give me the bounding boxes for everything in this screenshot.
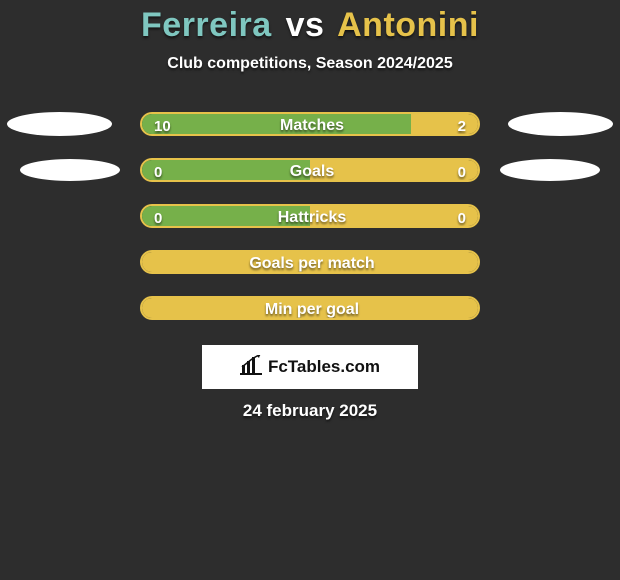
bar-segment-player2 [310, 160, 478, 180]
stat-bar: Goals per match [140, 250, 480, 274]
bar-segment-player1 [142, 114, 411, 134]
bar-segment-player2 [411, 114, 478, 134]
stat-row: Goals00 [0, 147, 620, 193]
bar-segment-player2 [142, 252, 478, 272]
title-player2: Antonini [337, 6, 479, 44]
bar-segment-player1 [142, 160, 310, 180]
stat-rows: Matches102 Goals00 Hattricks00 Goals per ma… [0, 101, 620, 331]
player2-oval [500, 159, 600, 181]
page-title: Ferreira vs Antonini [0, 0, 620, 45]
bar-segment-player2 [142, 298, 478, 318]
subtitle: Club competitions, Season 2024/2025 [0, 55, 620, 73]
stat-row: Min per goal [0, 285, 620, 331]
stat-row: Hattricks00 [0, 193, 620, 239]
logo: FcTables.com [240, 355, 380, 380]
bar-segment-player2 [310, 206, 478, 226]
logo-text: FcTables.com [268, 357, 380, 377]
stat-bar: Matches102 [140, 112, 480, 136]
stat-bar: Min per goal [140, 296, 480, 320]
stat-bar: Hattricks00 [140, 204, 480, 228]
stat-row: Goals per match [0, 239, 620, 285]
player1-oval [20, 159, 120, 181]
barchart-icon [240, 355, 262, 380]
title-player1: Ferreira [141, 6, 272, 44]
stat-row: Matches102 [0, 101, 620, 147]
date: 24 february 2025 [0, 401, 620, 421]
player1-oval [7, 112, 112, 136]
logo-box: FcTables.com [202, 345, 418, 389]
comparison-infographic: Ferreira vs Antonini Club competitions, … [0, 0, 620, 580]
bar-segment-player1 [142, 206, 310, 226]
player2-oval [508, 112, 613, 136]
title-vs: vs [286, 6, 325, 44]
stat-bar: Goals00 [140, 158, 480, 182]
